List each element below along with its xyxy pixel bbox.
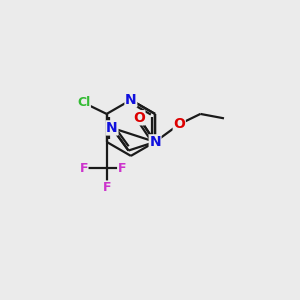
Text: N: N [149,135,161,149]
Text: Cl: Cl [77,96,90,109]
Text: F: F [118,162,126,175]
Text: O: O [173,117,185,131]
Text: O: O [133,111,145,125]
Text: N: N [106,121,118,135]
Text: N: N [125,93,137,107]
Text: F: F [80,162,88,175]
Text: F: F [102,181,111,194]
